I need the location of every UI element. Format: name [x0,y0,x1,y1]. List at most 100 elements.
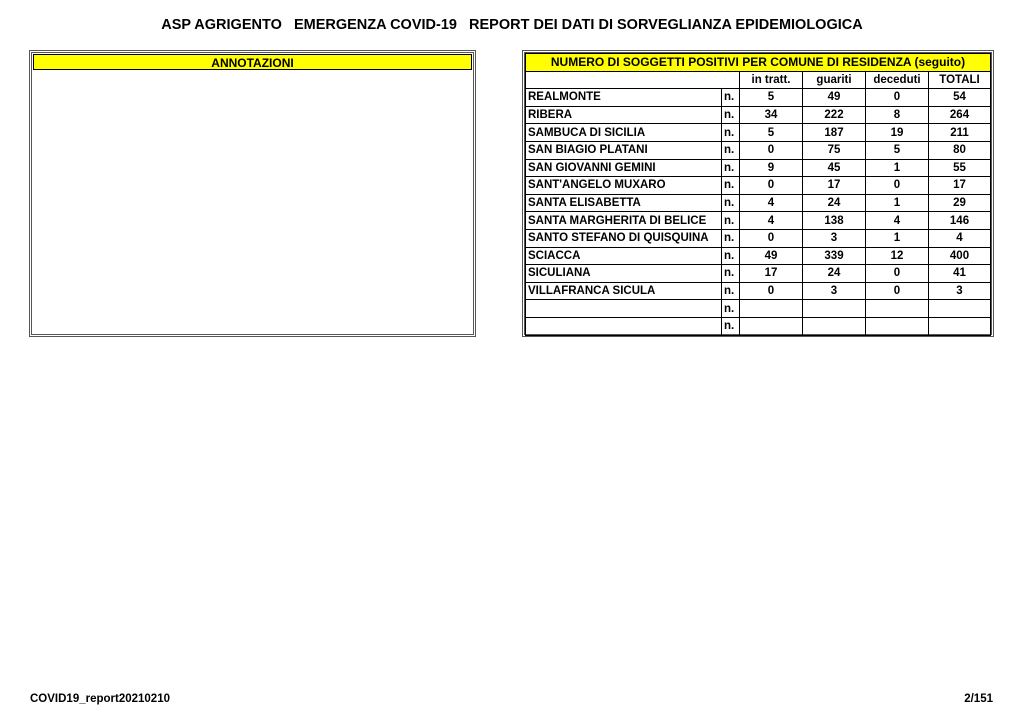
unit-label: n. [721,140,740,160]
value-totali: 3 [928,281,991,301]
value-guariti: 138 [802,211,866,230]
unit-label: n. [721,228,740,248]
municipality-name: SAMBUCA DI SICILIA [525,123,722,142]
table-row: SCIACCA n. 49 339 12 400 [525,246,991,266]
value-guariti: 75 [802,140,866,160]
positives-table: NUMERO DI SOGGETTI POSITIVI PER COMUNE D… [525,53,991,336]
table-row: REALMONTE n. 5 49 0 54 [525,88,991,107]
value-totali: 29 [928,193,991,213]
value-totali [928,316,991,336]
value-in-trattamento [739,316,803,336]
unit-label: n. [721,299,740,318]
blank-header-cell [525,70,740,90]
municipality-name: VILLAFRANCA SICULA [525,281,722,301]
value-totali: 17 [928,176,991,195]
value-deceduti: 0 [865,176,929,195]
municipality-name: SAN GIOVANNI GEMINI [525,158,722,178]
value-deceduti [865,299,929,318]
value-in-trattamento: 4 [739,193,803,213]
value-deceduti: 1 [865,158,929,178]
value-deceduti [865,316,929,336]
table-row: SANTA MARGHERITA DI BELICE n. 4 138 4 146 [525,211,991,230]
table-row: VILLAFRANCA SICULA n. 0 3 0 3 [525,281,991,301]
column-header-guariti: guariti [802,70,866,90]
value-guariti: 24 [802,193,866,213]
value-in-trattamento: 34 [739,105,803,125]
value-guariti: 187 [802,123,866,142]
value-in-trattamento: 5 [739,123,803,142]
value-totali: 146 [928,211,991,230]
municipality-name: RIBERA [525,105,722,125]
value-guariti: 17 [802,176,866,195]
unit-label: n. [721,123,740,142]
municipality-name: SANTA ELISABETTA [525,193,722,213]
table-row: SANTO STEFANO DI QUISQUINA n. 0 3 1 4 [525,228,991,248]
value-deceduti: 4 [865,211,929,230]
unit-label: n. [721,264,740,283]
value-guariti: 3 [802,281,866,301]
municipality-name: SANTA MARGHERITA DI BELICE [525,211,722,230]
table-title: NUMERO DI SOGGETTI POSITIVI PER COMUNE D… [525,53,991,72]
municipality-name [525,316,722,336]
value-guariti: 339 [802,246,866,266]
unit-label: n. [721,281,740,301]
value-guariti: 3 [802,228,866,248]
unit-label: n. [721,246,740,266]
column-header-totali: TOTALI [928,70,991,90]
value-deceduti: 19 [865,123,929,142]
table-title-row: NUMERO DI SOGGETTI POSITIVI PER COMUNE D… [525,53,991,72]
municipality-name: SANT'ANGELO MUXARO [525,176,722,195]
table-row: n. [525,316,991,336]
value-guariti [802,316,866,336]
value-deceduti: 0 [865,88,929,107]
value-deceduti: 1 [865,228,929,248]
column-header-in-trattamento: in tratt. [739,70,803,90]
table-row: SICULIANA n. 17 24 0 41 [525,264,991,283]
value-deceduti: 0 [865,281,929,301]
municipality-name: REALMONTE [525,88,722,107]
column-header-deceduti: deceduti [865,70,929,90]
value-deceduti: 0 [865,264,929,283]
value-in-trattamento: 0 [739,228,803,248]
unit-label: n. [721,211,740,230]
value-in-trattamento: 5 [739,88,803,107]
value-in-trattamento [739,299,803,318]
unit-label: n. [721,316,740,336]
value-in-trattamento: 49 [739,246,803,266]
value-totali: 55 [928,158,991,178]
table-row: SAN GIOVANNI GEMINI n. 9 45 1 55 [525,158,991,178]
value-guariti [802,299,866,318]
value-totali: 400 [928,246,991,266]
unit-label: n. [721,158,740,178]
value-in-trattamento: 0 [739,140,803,160]
municipality-name: SCIACCA [525,246,722,266]
column-header-row: in tratt. guariti deceduti TOTALI [525,70,991,90]
page-title: ASP AGRIGENTO EMERGENZA COVID-19 REPORT … [161,17,863,33]
footer-report-id: COVID19_report20210210 [30,693,170,705]
table-row: SANT'ANGELO MUXARO n. 0 17 0 17 [525,176,991,195]
unit-label: n. [721,176,740,195]
table-row: n. [525,299,991,318]
table-row: SAN BIAGIO PLATANI n. 0 75 5 80 [525,140,991,160]
value-in-trattamento: 0 [739,176,803,195]
unit-label: n. [721,193,740,213]
value-guariti: 24 [802,264,866,283]
table-row: RIBERA n. 34 222 8 264 [525,105,991,125]
value-in-trattamento: 9 [739,158,803,178]
value-totali: 54 [928,88,991,107]
value-in-trattamento: 0 [739,281,803,301]
value-guariti: 222 [802,105,866,125]
value-deceduti: 1 [865,193,929,213]
unit-label: n. [721,88,740,107]
table-row: SANTA ELISABETTA n. 4 24 1 29 [525,193,991,213]
value-in-trattamento: 17 [739,264,803,283]
value-in-trattamento: 4 [739,211,803,230]
value-deceduti: 5 [865,140,929,160]
value-guariti: 49 [802,88,866,107]
municipality-name: SAN BIAGIO PLATANI [525,140,722,160]
unit-label: n. [721,105,740,125]
annotations-header: ANNOTAZIONI [33,54,472,70]
positives-by-municipality-panel: NUMERO DI SOGGETTI POSITIVI PER COMUNE D… [522,50,994,337]
footer-page-number: 2/151 [964,693,993,705]
